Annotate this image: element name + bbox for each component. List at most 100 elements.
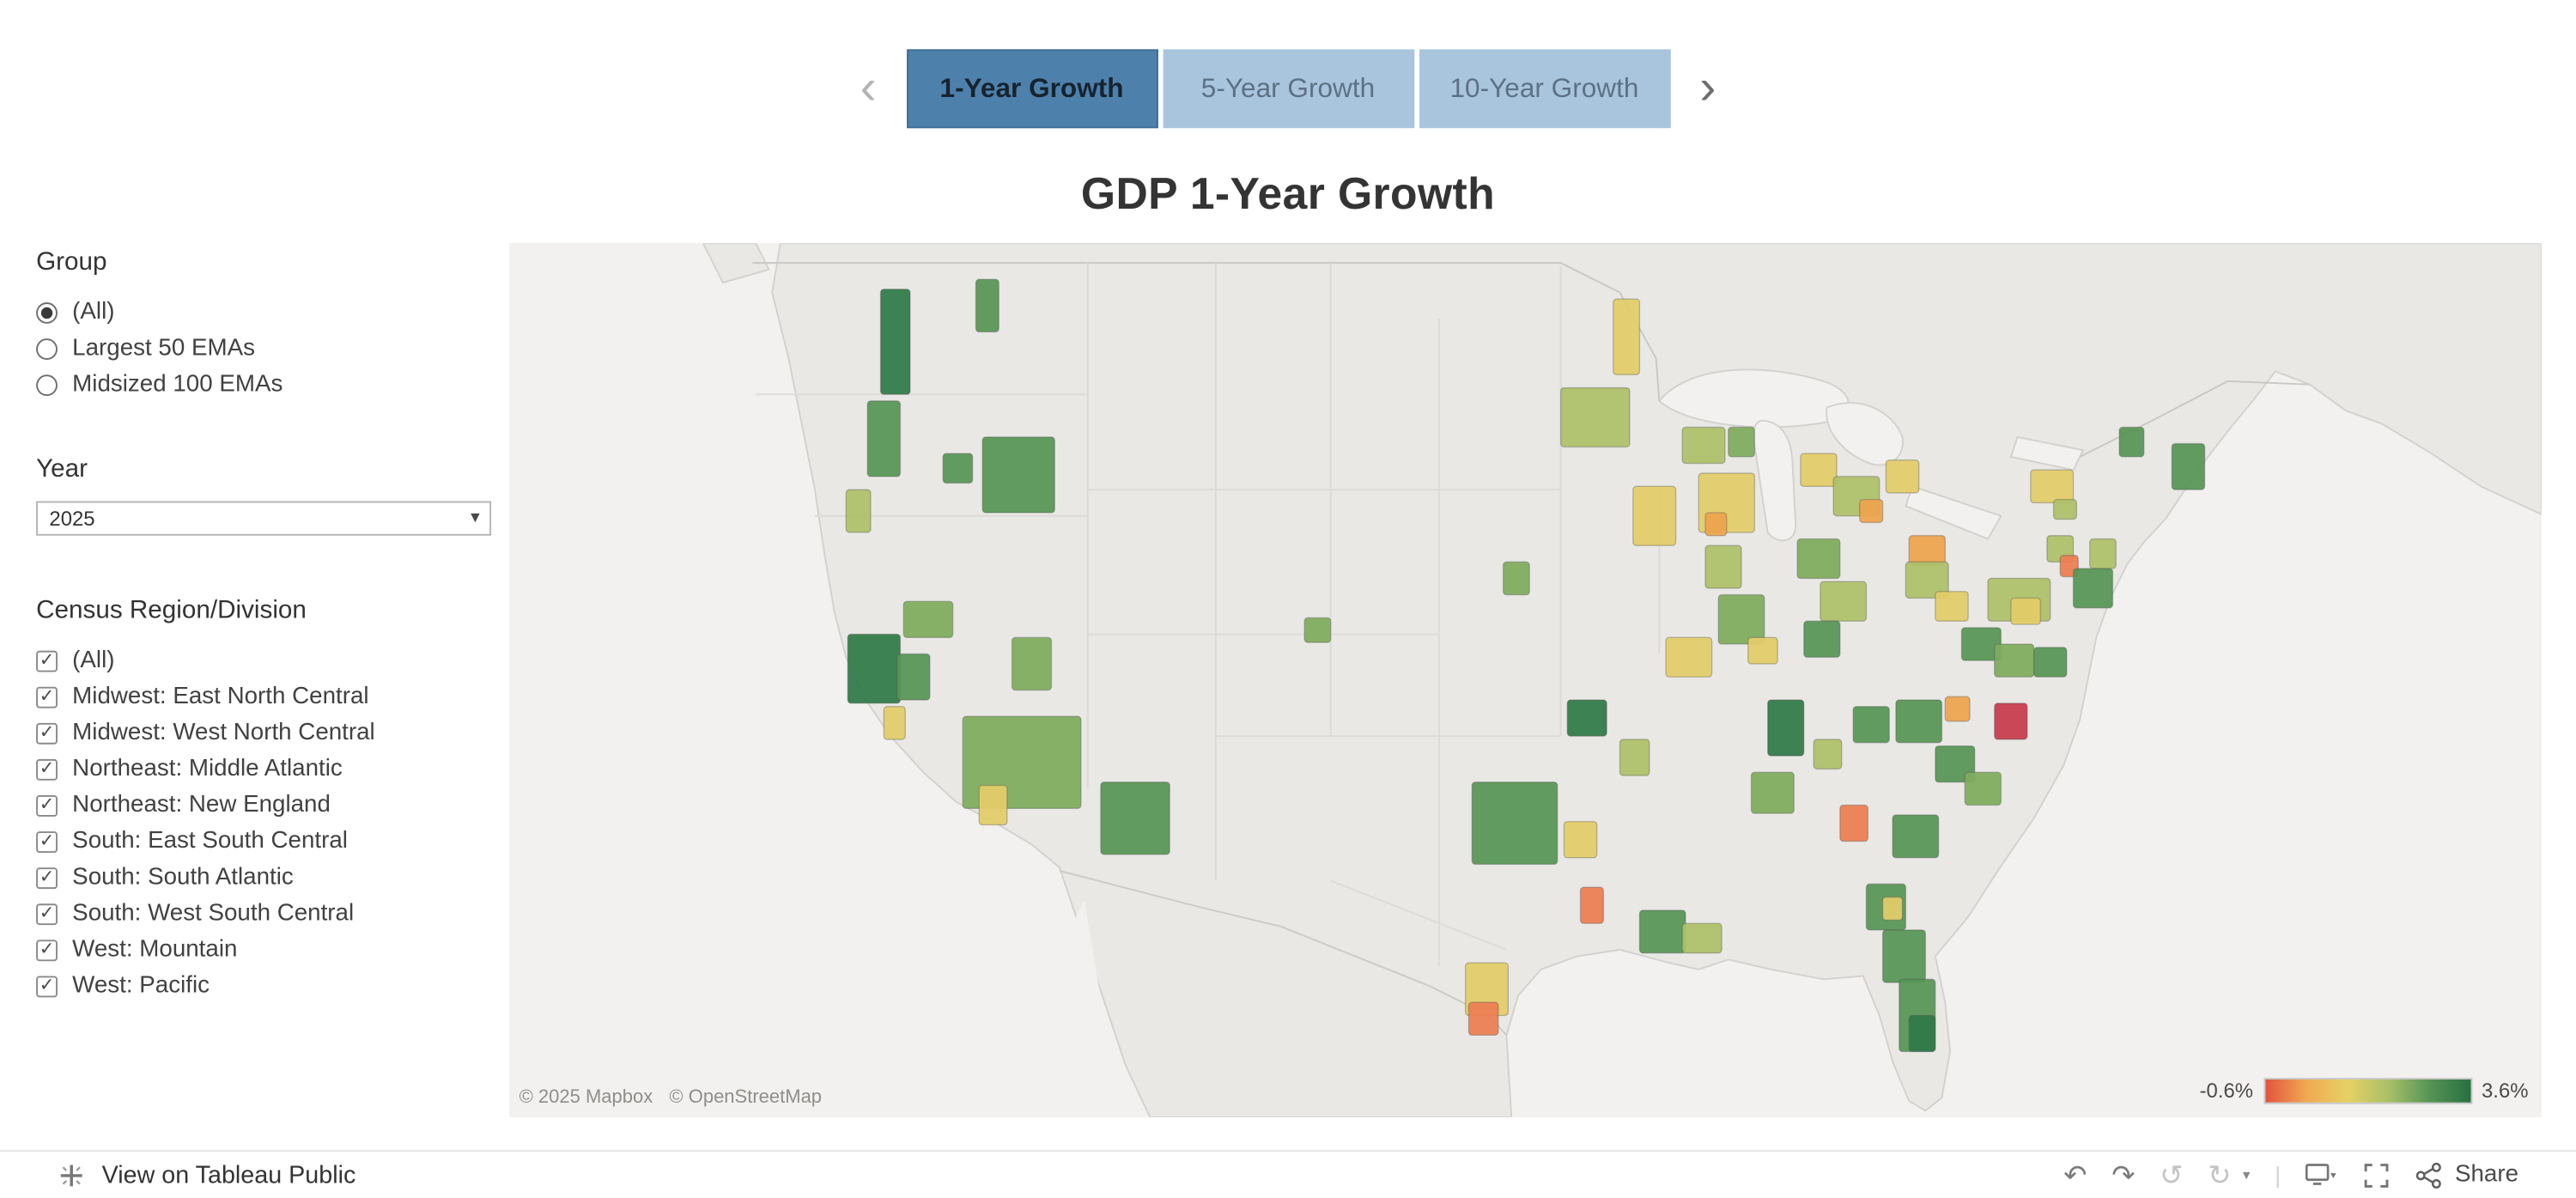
map-region[interactable] (1767, 699, 1805, 757)
map-region[interactable] (2089, 538, 2117, 569)
census-checkbox-option[interactable]: ✓ (All) (36, 642, 493, 678)
map-region[interactable] (1892, 814, 1940, 859)
map-region[interactable] (1717, 593, 1765, 645)
map-region[interactable] (1563, 820, 1598, 859)
map-region[interactable] (1011, 636, 1053, 691)
map-region[interactable] (1303, 617, 1332, 643)
map-region[interactable] (1820, 581, 1868, 622)
map-region[interactable] (1566, 699, 1607, 737)
map-region[interactable] (1852, 706, 1890, 744)
fullscreen-icon[interactable] (2363, 1161, 2391, 1189)
map-region[interactable] (1100, 781, 1170, 855)
map-region[interactable] (1619, 739, 1650, 776)
map-region[interactable] (902, 600, 954, 639)
map-region[interactable] (981, 436, 1055, 514)
map-region[interactable] (1935, 745, 1976, 783)
census-checkbox-option[interactable]: ✓ Northeast: Middle Atlantic (36, 751, 493, 787)
map-region[interactable] (2030, 469, 2075, 504)
tab-10-year-growth[interactable]: 10-Year Growth (1419, 49, 1670, 129)
map-region[interactable] (1935, 591, 1969, 622)
census-checkbox-option[interactable]: ✓ South: West South Central (36, 896, 493, 932)
map-region[interactable] (1728, 426, 1756, 458)
census-checkbox-option[interactable]: ✓ Midwest: East North Central (36, 678, 493, 715)
map-region[interactable] (1638, 909, 1686, 954)
map-region[interactable] (2010, 597, 2041, 625)
toolbar-caret-icon[interactable]: ▾ (2242, 1165, 2251, 1183)
osm-attribution-link[interactable]: © OpenStreetMap (669, 1087, 823, 1108)
tabs-prev-chevron-icon[interactable]: ‹ (860, 60, 877, 115)
census-checkbox-option[interactable]: ✓ South: East South Central (36, 824, 493, 860)
map-region[interactable] (1704, 544, 1742, 589)
map-region[interactable] (975, 278, 999, 333)
checkbox-checked-icon[interactable]: ✓ (36, 757, 58, 780)
map-region[interactable] (1502, 561, 1530, 596)
radio-icon[interactable] (36, 338, 58, 360)
checkbox-checked-icon[interactable]: ✓ (36, 867, 58, 889)
map-region[interactable] (2052, 498, 2078, 520)
tab-5-year-growth[interactable]: 5-Year Growth (1162, 49, 1414, 129)
tabs-next-chevron-icon[interactable]: › (1699, 60, 1716, 115)
checkbox-checked-icon[interactable]: ✓ (36, 721, 58, 744)
redo-icon[interactable]: ↷ (2111, 1158, 2136, 1191)
map-region[interactable] (1747, 636, 1778, 665)
map-region[interactable] (1579, 886, 1605, 924)
replay-icon[interactable]: ↺ (2160, 1158, 2184, 1191)
map-region[interactable] (1859, 498, 1884, 524)
map-region[interactable] (1908, 1014, 1936, 1053)
map-region[interactable] (1839, 804, 1869, 842)
view-on-tableau-public[interactable]: View on Tableau Public (58, 1161, 355, 1189)
map-region[interactable] (1885, 459, 1920, 494)
map-region[interactable] (1559, 386, 1631, 448)
dropdown-caret-icon[interactable]: ▾ (471, 508, 480, 528)
map-region[interactable] (1994, 643, 2035, 678)
map-region[interactable] (2032, 647, 2068, 678)
radio-selected-icon[interactable] (36, 301, 58, 323)
map-region[interactable] (1881, 929, 1927, 983)
share-button[interactable]: Share (2415, 1161, 2518, 1189)
map-region[interactable] (1704, 512, 1728, 537)
map-region[interactable] (1905, 561, 1949, 599)
mapbox-attribution-link[interactable]: © 2025 Mapbox (519, 1087, 653, 1108)
map-region[interactable] (1613, 298, 1641, 375)
census-checkbox-option[interactable]: ✓ Midwest: West North Central (36, 715, 493, 751)
map-region[interactable] (845, 489, 872, 533)
checkbox-checked-icon[interactable]: ✓ (36, 903, 58, 925)
refresh-icon[interactable]: ↻ (2208, 1158, 2232, 1191)
map-region[interactable] (978, 784, 1008, 826)
map-region[interactable] (1803, 620, 1841, 658)
map-region[interactable] (1471, 781, 1558, 866)
year-dropdown[interactable]: 2025 ▾ (36, 501, 492, 536)
map-region[interactable] (1467, 1001, 1499, 1037)
map-region[interactable] (2171, 442, 2206, 490)
map-region[interactable] (942, 453, 974, 484)
checkbox-checked-icon[interactable]: ✓ (36, 830, 58, 853)
group-radio-option[interactable]: Largest 50 EMAs (36, 331, 493, 367)
map-region[interactable] (2072, 568, 2114, 609)
map-region[interactable] (1681, 426, 1726, 465)
map-region[interactable] (883, 706, 906, 740)
checkbox-checked-icon[interactable]: ✓ (36, 939, 58, 961)
map-region[interactable] (1750, 771, 1795, 814)
map-region[interactable] (2118, 426, 2145, 458)
map-region[interactable] (1964, 771, 2002, 806)
map-region[interactable] (1881, 896, 1904, 921)
group-radio-option[interactable]: Midsized 100 EMAs (36, 367, 493, 403)
map-region[interactable] (896, 653, 931, 701)
map-region[interactable] (1895, 699, 1943, 744)
device-layout-icon[interactable] (2306, 1162, 2338, 1189)
map-region[interactable] (866, 400, 902, 477)
census-checkbox-option[interactable]: ✓ West: Pacific (36, 968, 493, 1004)
map-region[interactable] (1681, 922, 1722, 954)
census-checkbox-option[interactable]: ✓ Northeast: New England (36, 787, 493, 823)
checkbox-checked-icon[interactable]: ✓ (36, 975, 58, 997)
group-radio-option[interactable]: (All) (36, 294, 493, 330)
radio-icon[interactable] (36, 374, 58, 396)
checkbox-checked-icon[interactable]: ✓ (36, 794, 58, 816)
map-region[interactable] (847, 633, 902, 704)
map-region[interactable] (1813, 739, 1843, 770)
tab-1-year-growth[interactable]: 1-Year Growth (906, 49, 1157, 129)
map-region[interactable] (1632, 485, 1677, 546)
map-region[interactable] (1994, 702, 2028, 740)
census-checkbox-option[interactable]: ✓ West: Mountain (36, 932, 493, 968)
map-region[interactable] (1665, 636, 1713, 678)
